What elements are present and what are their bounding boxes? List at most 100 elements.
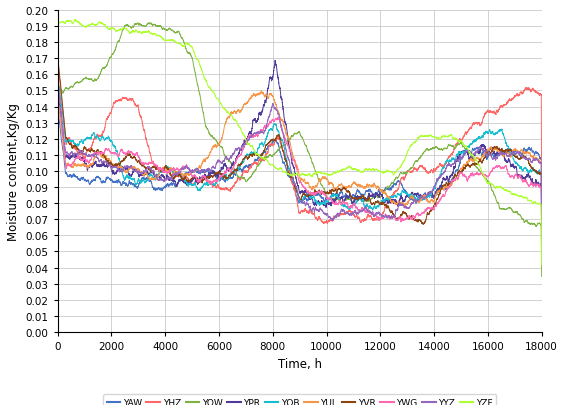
YHZ	[320, 222, 327, 226]
YPR	[94, 162, 101, 167]
YVR	[54, 193, 61, 198]
YHZ	[371, 217, 377, 222]
YYZ	[77, 149, 84, 154]
Line: YZF: YZF	[58, 20, 542, 266]
YPR	[106, 162, 113, 166]
YHZ	[55, 60, 62, 64]
YPR	[493, 152, 499, 157]
YOW	[94, 77, 101, 82]
YVR	[106, 160, 113, 165]
YQB	[380, 198, 386, 203]
YUL	[371, 182, 377, 187]
YHZ	[493, 111, 499, 115]
YWG	[371, 213, 377, 217]
YZF	[538, 263, 545, 268]
YVR	[55, 58, 62, 63]
YUL	[94, 152, 101, 157]
YYZ	[54, 204, 61, 209]
YQB	[493, 131, 499, 136]
YQB	[55, 79, 62, 83]
YQB	[94, 134, 101, 139]
YZF	[493, 185, 499, 190]
YYZ	[371, 214, 377, 219]
YUL	[538, 240, 545, 245]
Line: YPR: YPR	[58, 61, 542, 255]
YYZ	[493, 156, 499, 161]
YZF	[54, 176, 61, 181]
Line: YYZ: YYZ	[58, 81, 542, 243]
YWG	[77, 156, 84, 160]
YQB	[371, 205, 377, 210]
YAW	[380, 189, 386, 194]
YZF	[72, 18, 79, 23]
YOW	[380, 190, 386, 195]
YWG	[54, 203, 61, 208]
YQB	[106, 137, 113, 142]
YUL	[493, 147, 499, 152]
YVR	[77, 151, 84, 156]
Y-axis label: Moisture content,Kg/Kg: Moisture content,Kg/Kg	[7, 103, 20, 240]
YWG	[55, 80, 62, 85]
YYZ	[538, 240, 545, 245]
YVR	[371, 201, 377, 206]
YWG	[106, 149, 113, 154]
YAW	[54, 219, 61, 224]
YAW	[77, 178, 84, 183]
YPR	[272, 59, 279, 64]
YPR	[77, 155, 84, 160]
YWG	[94, 151, 101, 156]
YYZ	[380, 214, 386, 219]
YYZ	[106, 164, 113, 168]
YQB	[77, 140, 84, 145]
YOW	[54, 206, 61, 211]
YWG	[380, 216, 386, 221]
YHZ	[94, 133, 101, 138]
Line: YAW: YAW	[58, 113, 542, 239]
Line: YWG: YWG	[58, 83, 542, 256]
Legend: YAW, YHZ, YOW, YPR, YQB, YUL, YVR, YWG, YYZ, YZF: YAW, YHZ, YOW, YPR, YQB, YUL, YVR, YWG, …	[103, 394, 496, 405]
YUL	[54, 213, 61, 218]
YVR	[493, 147, 499, 151]
YYZ	[94, 156, 101, 161]
YVR	[94, 148, 101, 153]
YQB	[54, 203, 61, 208]
Line: YUL: YUL	[58, 92, 542, 242]
YWG	[538, 253, 545, 258]
YPR	[371, 194, 377, 199]
Line: YHZ: YHZ	[58, 62, 542, 224]
YUL	[380, 191, 386, 196]
YHZ	[380, 211, 386, 216]
YUL	[106, 158, 113, 163]
Line: YVR: YVR	[58, 61, 542, 247]
YAW	[538, 237, 545, 242]
YOW	[493, 198, 499, 203]
YVR	[538, 245, 545, 250]
YOW	[371, 194, 377, 199]
YZF	[380, 171, 386, 176]
YHZ	[54, 194, 61, 198]
YPR	[54, 203, 61, 208]
YUL	[77, 163, 84, 168]
YZF	[106, 27, 113, 32]
YOW	[538, 274, 545, 279]
YVR	[380, 201, 386, 206]
YOW	[77, 80, 84, 85]
YZF	[371, 168, 377, 173]
YYZ	[55, 79, 62, 84]
YHZ	[77, 153, 84, 158]
YOW	[146, 21, 153, 26]
YHZ	[106, 113, 113, 118]
YZF	[77, 23, 84, 28]
YQB	[538, 245, 545, 250]
YZF	[94, 22, 101, 27]
YPR	[380, 196, 386, 201]
YAW	[106, 177, 113, 182]
Line: YQB: YQB	[58, 81, 542, 247]
YWG	[493, 164, 499, 169]
Line: YOW: YOW	[58, 23, 542, 277]
YHZ	[538, 204, 545, 209]
X-axis label: Time, h: Time, h	[277, 357, 321, 370]
YAW	[371, 193, 377, 198]
YAW	[94, 175, 101, 180]
YAW	[493, 153, 499, 158]
